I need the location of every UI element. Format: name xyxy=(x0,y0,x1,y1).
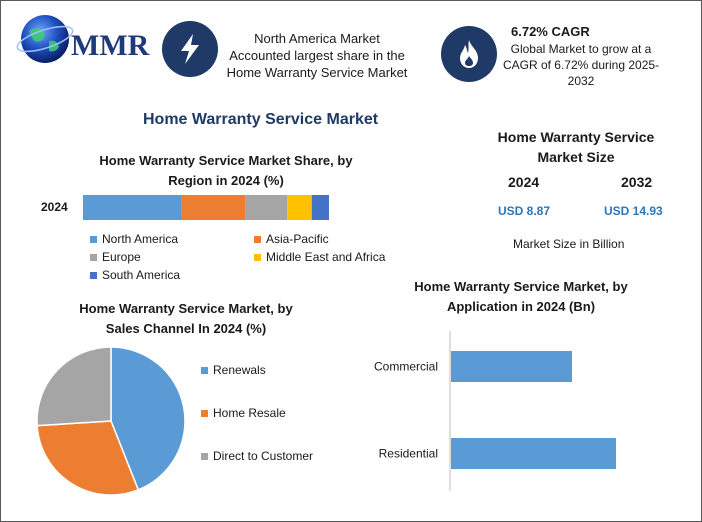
legend-south-america: South America xyxy=(90,268,180,282)
highlight-line: Accounted largest share in the xyxy=(229,48,405,63)
legend-label: Europe xyxy=(102,250,141,264)
application-bar-commercial xyxy=(451,351,572,382)
legend-mea: Middle East and Africa xyxy=(254,250,385,264)
sales-channel-title-line: Sales Channel In 2024 (%) xyxy=(105,321,267,336)
pie-slice-home-resale xyxy=(36,420,140,496)
market-size-year-2032: 2032 xyxy=(621,174,653,190)
highlight-cagr: Global Market to grow at a CAGR of 6.72%… xyxy=(501,41,661,89)
region-bar-segment-asia-pacific xyxy=(181,195,246,220)
legend-north-america: North America xyxy=(90,232,178,246)
globe-icon xyxy=(16,15,74,63)
application-bar-residential xyxy=(451,438,616,469)
lightning-icon xyxy=(162,21,218,77)
legend-home-resale: Home Resale xyxy=(201,406,286,420)
application-category-label: Residential xyxy=(379,447,438,461)
legend-swatch xyxy=(90,253,97,261)
region-bar-segment-middle-east-and-africa xyxy=(287,195,312,220)
region-bar-segment-south-america xyxy=(311,195,329,220)
region-bar-segment-europe xyxy=(245,195,288,220)
main-title: Home Warranty Service Market xyxy=(143,111,379,128)
mmr-logo: MMR xyxy=(15,9,149,69)
sales-channel-title-line: Home Warranty Service Market, by xyxy=(79,301,293,316)
region-stacked-bar-chart xyxy=(83,195,329,220)
legend-label: Asia-Pacific xyxy=(266,232,329,246)
application-bar-chart: Commercial Residential xyxy=(374,331,616,491)
application-title-line: Application in 2024 (Bn) xyxy=(446,299,596,314)
pie-slice-direct-to-customer xyxy=(36,346,112,427)
cagr-title: 6.72% CAGR xyxy=(511,24,590,39)
application-category-label: Commercial xyxy=(374,360,438,374)
logo-text: MMR xyxy=(71,29,150,62)
market-size-year-2024: 2024 xyxy=(508,174,540,190)
highlight-line: 2032 xyxy=(567,74,595,88)
legend-renewals: Renewals xyxy=(201,363,266,377)
market-size-title: Home Warranty Service Market Size xyxy=(471,127,681,167)
market-size-value-2032: USD 14.93 xyxy=(604,204,663,218)
legend-swatch xyxy=(90,271,97,279)
region-bar-segment-north-america xyxy=(83,195,182,220)
legend-swatch xyxy=(201,409,208,417)
legend-asia-pacific: Asia-Pacific xyxy=(254,232,329,246)
sales-channel-pie-chart xyxy=(36,346,186,496)
market-size-note: Market Size in Billion xyxy=(513,237,625,251)
region-chart-title-line: Home Warranty Service Market Share, by xyxy=(99,153,353,168)
highlight-line: Global Market to grow at a xyxy=(510,42,652,56)
market-size-title-line: Market Size xyxy=(537,149,615,165)
legend-label: South America xyxy=(102,268,181,282)
region-category-label: 2024 xyxy=(41,200,68,214)
legend-swatch xyxy=(201,452,208,460)
legend-swatch xyxy=(201,366,208,374)
legend-swatch xyxy=(254,235,261,243)
flame-icon xyxy=(441,26,497,82)
legend-europe: Europe xyxy=(90,250,141,264)
highlight-line: Home Warranty Service Market xyxy=(226,65,408,80)
market-size-value-2024: USD 8.87 xyxy=(498,204,551,218)
application-chart-title: Home Warranty Service Market, by Applica… xyxy=(391,277,651,317)
legend-label: Renewals xyxy=(213,363,266,377)
legend-label: North America xyxy=(102,232,179,246)
market-size-title-line: Home Warranty Service xyxy=(497,129,655,145)
region-chart-title: Home Warranty Service Market Share, by R… xyxy=(61,151,391,191)
legend-direct-to-customer: Direct to Customer xyxy=(201,449,313,463)
highlight-line: North America Market xyxy=(254,31,380,46)
pie-slice-renewals xyxy=(110,346,186,491)
sales-channel-chart-title: Home Warranty Service Market, by Sales C… xyxy=(41,299,331,339)
legend-label: Home Resale xyxy=(213,406,286,420)
highlight-line: CAGR of 6.72% during 2025- xyxy=(502,58,660,72)
legend-swatch xyxy=(90,235,97,243)
application-title-line: Home Warranty Service Market, by xyxy=(414,279,628,294)
legend-label: Direct to Customer xyxy=(213,449,314,463)
legend-swatch xyxy=(254,253,261,261)
legend-label: Middle East and Africa xyxy=(266,250,386,264)
region-chart-title-line: Region in 2024 (%) xyxy=(168,173,284,188)
highlight-north-america: North America Market Accounted largest s… xyxy=(216,30,418,81)
